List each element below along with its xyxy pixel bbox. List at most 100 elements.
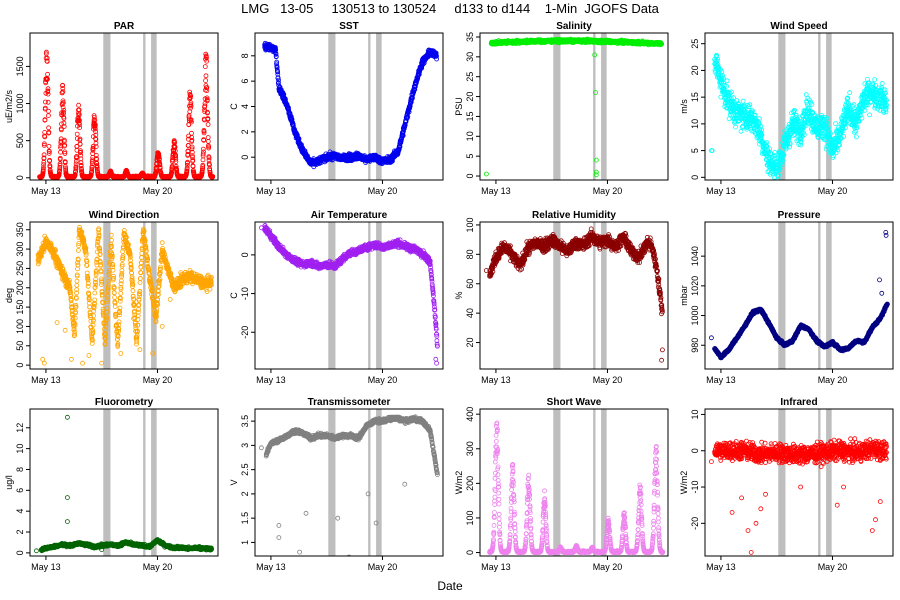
data-point [772,150,778,155]
data-point [45,71,50,77]
data-point [62,149,68,155]
data-point [46,108,51,114]
data-point [202,103,208,109]
data-point [73,164,79,170]
shaded-period-1 [103,33,111,180]
data-point [59,263,65,269]
data-point [189,130,194,136]
data-point [44,59,50,64]
data-point [593,169,599,175]
data-point [724,83,730,89]
data-point [765,169,771,175]
data-point [872,105,878,111]
data-point [200,157,206,163]
data-point [188,103,194,109]
data-point [200,151,206,157]
y-tick-label: 10 [690,119,700,129]
panel-title-sst: SST [339,21,358,32]
shaded-period-2 [818,33,821,180]
data-point [93,129,98,135]
data-point [287,111,293,116]
data-point [770,181,774,185]
data-point [188,119,194,125]
data-point [210,173,216,179]
y-axis-label-par: uE/m2/s [4,89,14,123]
data-point [71,323,77,329]
data-point [865,102,871,108]
data-point [41,249,47,255]
data-point [738,128,744,134]
data-point [60,86,66,91]
data-point [728,96,734,101]
data-point [156,159,162,165]
data-point [286,105,291,111]
data-point [41,152,47,158]
data-point [593,157,599,163]
data-point [185,159,190,165]
data-point [202,109,208,115]
data-point [767,146,773,152]
y-tick-label: 0 [15,175,25,180]
data-point [780,158,786,164]
y-tick-label: 2 [240,129,250,134]
data-point [41,142,47,148]
y-tick-label: 6 [240,79,250,84]
data-point [766,155,771,161]
data-point [205,135,211,140]
x-tick-label: May 13 [256,186,286,196]
data-point [747,102,753,108]
data-point [76,117,82,123]
data-point [60,89,66,95]
data-point [76,243,81,249]
data-point [731,95,736,101]
data-point [157,156,162,162]
data-point [792,107,797,113]
data-point [93,144,99,150]
y-tick-label: 20 [690,65,700,75]
data-points-wind-speed [709,52,889,185]
data-point [77,141,83,147]
shaded-period-1 [103,222,111,369]
data-point [835,147,841,153]
data-point [867,112,872,118]
data-point [188,105,193,111]
shaded-period-3 [151,33,157,180]
data-point [173,154,179,160]
data-point [856,119,862,124]
data-point [416,72,422,77]
y-tick-label: 0 [240,155,250,160]
plot-frame-salinity [479,32,669,181]
data-point [775,181,779,185]
y-tick-label: 4 [240,104,250,109]
data-point [59,121,64,127]
data-point [859,115,865,121]
data-point [273,54,279,59]
data-point [201,130,207,136]
data-points-salinity [483,36,664,178]
data-point [79,167,84,173]
x-tick-label: May 13 [31,186,61,196]
data-point [828,131,833,137]
data-point [93,140,99,146]
data-point [58,145,63,151]
data-point [47,149,52,155]
y-axis-label-salinity: PSU [454,97,464,116]
data-point [203,53,209,59]
data-point [862,107,868,113]
data-point [205,116,211,122]
data-point [189,146,195,152]
data-point [77,224,82,230]
data-point [405,114,411,120]
data-point [45,86,51,92]
data-point [56,171,62,177]
data-point [715,56,720,62]
data-point [781,152,787,158]
data-point [74,295,79,301]
data-point [809,101,815,107]
data-point [434,56,440,62]
data-point [60,82,65,88]
data-point [840,128,846,134]
